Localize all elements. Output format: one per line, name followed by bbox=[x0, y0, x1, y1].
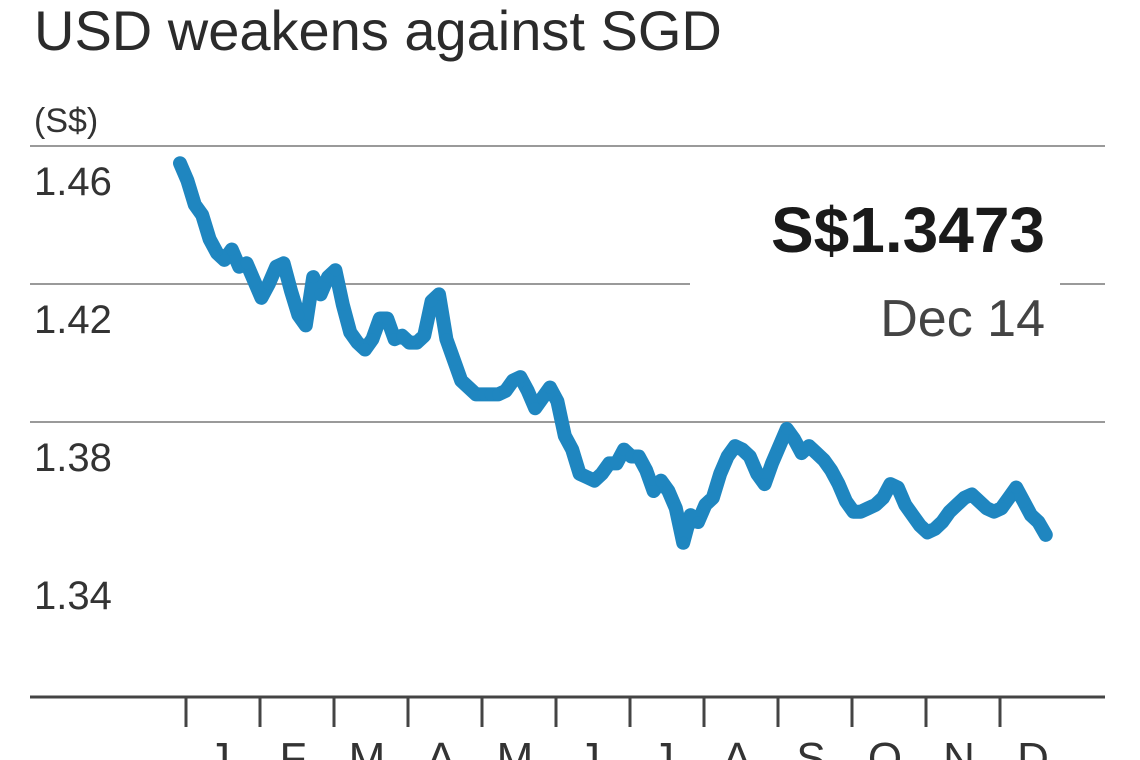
data-point bbox=[285, 284, 297, 297]
data-point bbox=[610, 457, 623, 470]
month-label: D bbox=[1017, 734, 1049, 760]
latest-rate-date: Dec 14 bbox=[880, 290, 1045, 348]
data-point bbox=[647, 485, 660, 497]
data-point bbox=[655, 474, 667, 487]
series-layer bbox=[173, 156, 1053, 550]
month-label: M bbox=[349, 734, 386, 760]
data-point bbox=[196, 209, 209, 221]
data-point bbox=[536, 391, 549, 404]
data-point bbox=[566, 443, 579, 456]
data-point bbox=[832, 478, 845, 491]
data-point bbox=[255, 291, 268, 304]
data-point bbox=[551, 395, 564, 408]
month-label: J bbox=[578, 734, 600, 760]
data-point bbox=[692, 516, 704, 529]
data-point bbox=[1017, 495, 1030, 508]
annotation-background bbox=[690, 176, 1060, 352]
data-point bbox=[840, 495, 852, 508]
y-axis-unit-label: (S$) bbox=[34, 102, 98, 140]
data-point bbox=[381, 312, 394, 325]
data-point bbox=[307, 271, 320, 284]
data-point bbox=[433, 288, 445, 301]
data-point bbox=[329, 264, 342, 277]
data-point bbox=[440, 333, 453, 346]
data-point bbox=[677, 536, 690, 549]
data-point bbox=[714, 467, 727, 480]
latest-rate-value: S$1.3473 bbox=[771, 194, 1045, 266]
data-point bbox=[743, 450, 756, 463]
y-tick-label: 1.38 bbox=[34, 436, 112, 480]
data-point bbox=[595, 467, 608, 480]
data-point bbox=[899, 498, 912, 511]
data-point bbox=[188, 198, 201, 211]
data-point bbox=[662, 485, 675, 497]
data-point bbox=[248, 274, 260, 287]
data-point bbox=[499, 384, 512, 397]
month-label: S bbox=[796, 734, 825, 760]
data-point bbox=[292, 309, 305, 322]
data-point bbox=[359, 343, 371, 356]
month-label: J bbox=[652, 734, 674, 760]
y-axis-ticks: 1.46 1.42 1.38 1.34 bbox=[34, 160, 112, 618]
chart-title: USD weakens against SGD bbox=[34, 0, 722, 62]
data-point bbox=[766, 457, 778, 470]
data-point bbox=[447, 353, 460, 366]
data-point bbox=[544, 381, 556, 394]
data-point bbox=[780, 422, 793, 435]
data-point bbox=[262, 278, 275, 290]
data-point bbox=[669, 502, 682, 515]
month-label: J bbox=[208, 734, 230, 760]
data-point bbox=[632, 450, 645, 463]
data-point bbox=[418, 329, 431, 342]
data-point bbox=[936, 516, 949, 529]
data-point bbox=[225, 243, 238, 256]
data-point bbox=[366, 333, 379, 346]
data-point bbox=[995, 502, 1008, 515]
data-point bbox=[1039, 528, 1052, 541]
data-point bbox=[877, 491, 889, 504]
month-label: A bbox=[722, 734, 752, 760]
data-point bbox=[203, 233, 216, 246]
data-point bbox=[640, 464, 653, 477]
data-point bbox=[218, 253, 231, 266]
data-point bbox=[906, 509, 919, 522]
data-point bbox=[181, 174, 194, 187]
data-point bbox=[721, 450, 734, 463]
data-point bbox=[758, 478, 771, 491]
data-point bbox=[825, 464, 838, 477]
data-point bbox=[706, 491, 719, 504]
month-label: F bbox=[280, 734, 307, 760]
month-label: O bbox=[868, 734, 902, 760]
data-point bbox=[817, 453, 830, 466]
data-point bbox=[277, 257, 290, 270]
data-point bbox=[773, 440, 786, 453]
y-tick-label: 1.46 bbox=[34, 160, 112, 204]
data-point bbox=[174, 157, 186, 170]
data-point bbox=[514, 371, 527, 384]
data-point bbox=[1002, 491, 1015, 504]
data-point bbox=[529, 402, 542, 415]
month-label: A bbox=[426, 734, 456, 760]
y-tick-label: 1.42 bbox=[34, 298, 112, 342]
data-point bbox=[314, 288, 327, 301]
data-point bbox=[558, 429, 571, 442]
month-label: N bbox=[943, 734, 975, 760]
y-tick-label: 1.34 bbox=[34, 574, 112, 618]
data-point bbox=[336, 298, 349, 311]
data-point bbox=[788, 433, 801, 446]
data-point bbox=[1032, 516, 1045, 529]
data-point bbox=[891, 481, 904, 494]
data-point bbox=[240, 257, 253, 270]
data-point bbox=[344, 326, 357, 339]
data-point bbox=[521, 384, 534, 397]
data-point bbox=[299, 319, 312, 332]
data-point bbox=[751, 467, 764, 480]
month-label: M bbox=[497, 734, 534, 760]
data-point bbox=[1010, 481, 1023, 494]
